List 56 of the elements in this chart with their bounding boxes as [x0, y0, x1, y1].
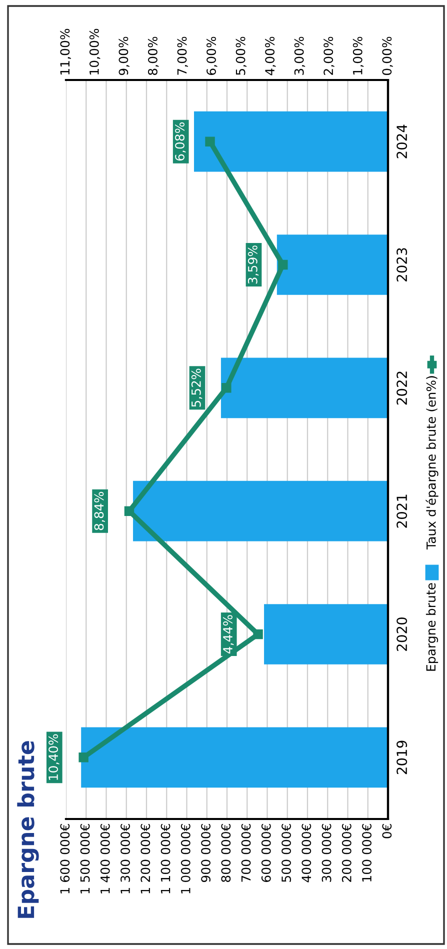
point — [278, 260, 288, 270]
x-tick-label: 1 000 000€ — [180, 824, 190, 894]
x2-tick-label: 0,00% — [382, 36, 393, 76]
x2-tick-label: 11,00% — [60, 28, 71, 74]
x-tick-label: 700 000€ — [241, 824, 251, 882]
x-tick-label: 200 000€ — [342, 824, 352, 882]
x2-tick-label: 5,00% — [236, 36, 247, 75]
x2-tick-label: 8,00% — [148, 36, 159, 75]
x-tick-label: 1 100 000€ — [160, 824, 170, 894]
legend-label: Taux d'épargne brute (en%) — [426, 376, 438, 550]
bar — [220, 358, 388, 418]
y-tick-label: 2024 — [396, 124, 408, 158]
point — [205, 136, 215, 146]
data-label: 6,08% — [175, 122, 186, 161]
x2-tick-label: 6,00% — [206, 36, 218, 75]
data-label: 5,52% — [191, 368, 202, 407]
bar — [133, 480, 388, 542]
text: Epargne brute — [17, 741, 39, 918]
x2-tick-label: 4,00% — [265, 36, 276, 76]
data-label: 4,44% — [223, 615, 234, 654]
y-tick-label: 2021 — [396, 494, 408, 528]
x2-tick-label: 1,00% — [352, 36, 364, 74]
x-tick-label: 400 000€ — [302, 824, 312, 882]
x2-tick-label: 10,00% — [89, 28, 100, 74]
bar — [81, 727, 388, 788]
x-tick-label: 1 400 000€ — [100, 824, 110, 894]
x-tick-label: 1 600 000€ — [60, 824, 70, 894]
x-tick-label: 300 000€ — [322, 824, 332, 882]
x2-tick-label: 9,00% — [118, 36, 130, 76]
x-tick-label: 1 200 000€ — [140, 824, 150, 894]
x2-tick-label: 2,00% — [324, 36, 334, 75]
y-tick-label: 2023 — [396, 248, 408, 282]
point — [78, 752, 88, 762]
point — [222, 383, 232, 393]
x-tick-label: 1 500 000€ — [80, 824, 90, 894]
x-tick-label: 100 000€ — [362, 824, 372, 882]
point — [253, 629, 263, 640]
y-tick-label: 2022 — [396, 372, 408, 405]
x-tick-label: 1 300 000€ — [120, 824, 130, 894]
x-tick-label: 900 000€ — [201, 824, 210, 882]
data-label: 8,84% — [94, 492, 105, 530]
data-label: 10,40% — [48, 734, 60, 780]
x-tick-label: 0€ — [382, 824, 392, 838]
x-tick-label: 800 000€ — [221, 824, 231, 882]
y-tick-label: 2020 — [396, 618, 408, 651]
point — [124, 506, 134, 516]
legend-label: Epargne brute — [426, 583, 438, 671]
data-label: 3,59% — [248, 246, 259, 284]
x2-tick-label: 3,00% — [294, 36, 306, 75]
bar — [194, 111, 388, 172]
x2-tick-label: 7,00% — [177, 36, 188, 75]
x-tick-label: 600 000€ — [261, 824, 271, 882]
bar — [276, 234, 388, 295]
x-tick-label: 500 000€ — [282, 824, 291, 882]
bar — [264, 604, 388, 664]
y-tick-label: 2019 — [396, 740, 408, 774]
